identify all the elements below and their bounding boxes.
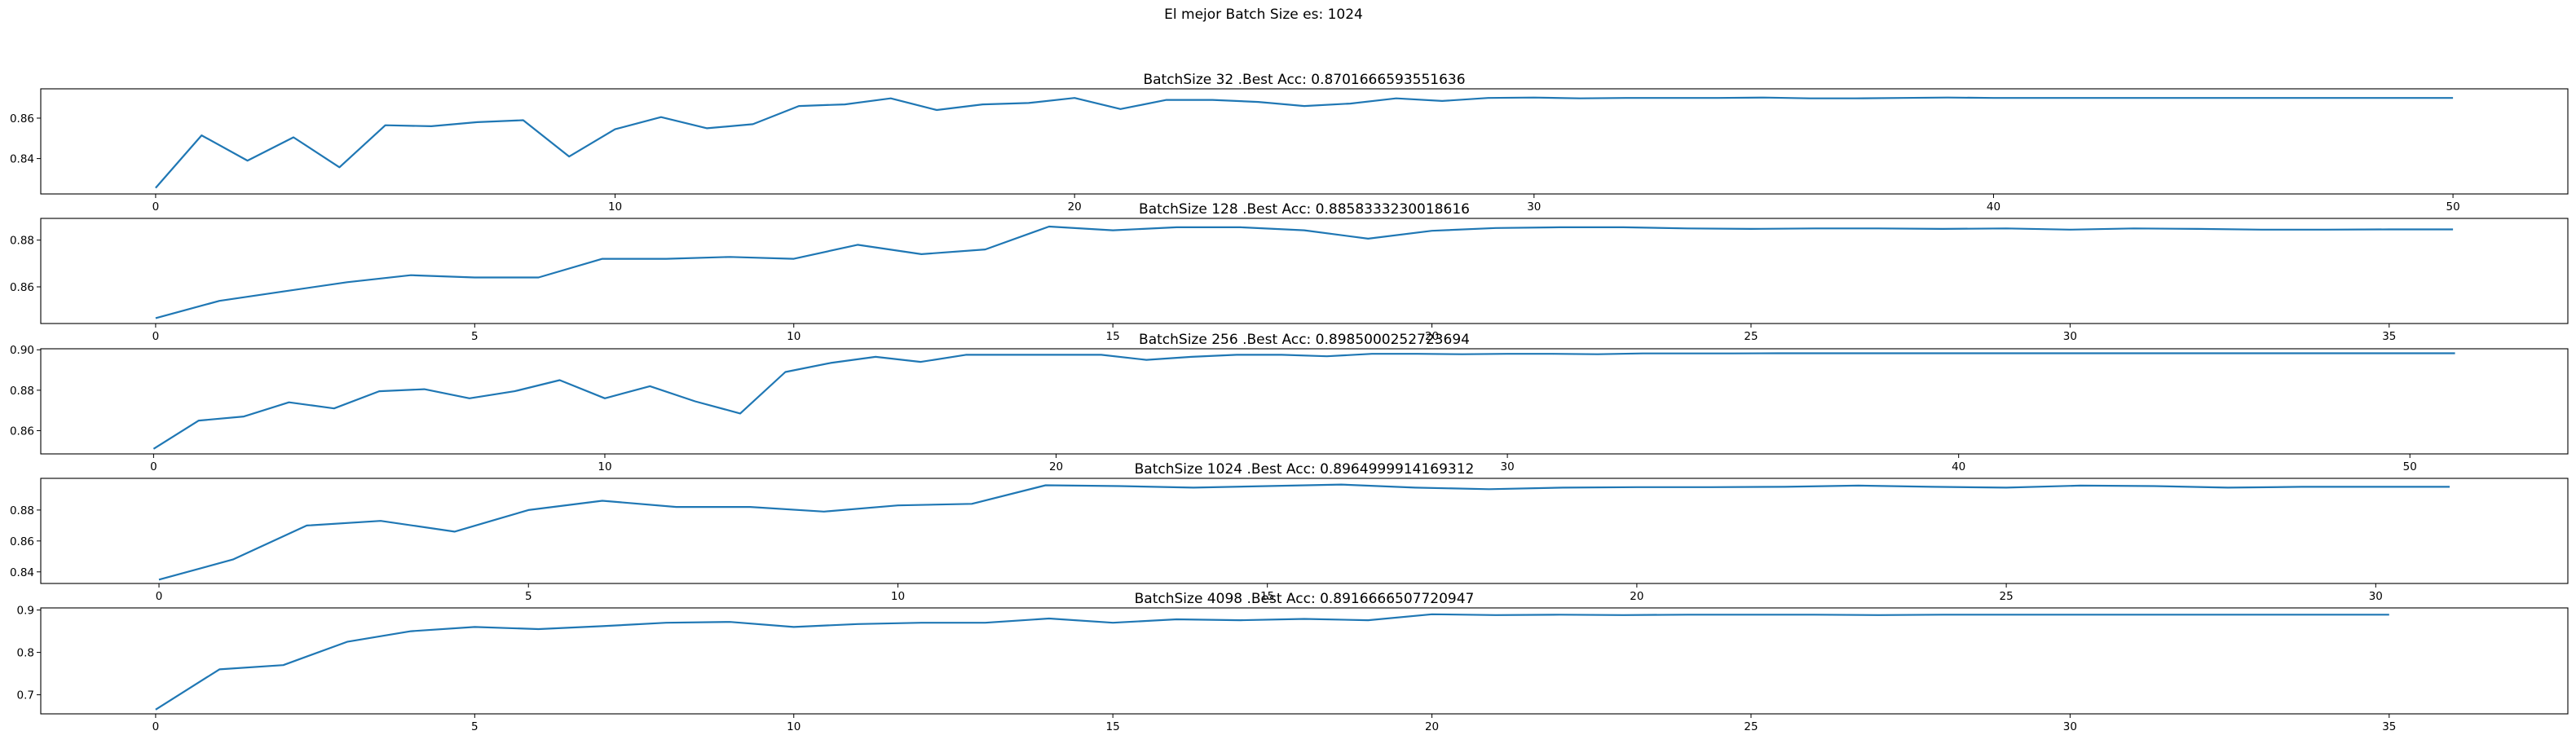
axes-frame	[40, 218, 2569, 324]
x-tick-label: 10	[608, 200, 622, 214]
x-tick-label: 15	[1106, 720, 1120, 733]
y-tick-label: 0.90	[10, 344, 34, 357]
subplot-3: BatchSize 256 .Best Acc: 0.8985000252723…	[10, 332, 2569, 473]
figure-suptitle: El mejor Batch Size es: 1024	[1164, 7, 1363, 23]
subplot-title: BatchSize 128 .Best Acc: 0.8858333230018…	[1139, 201, 1470, 218]
x-tick-label: 30	[2063, 330, 2077, 343]
axes-frame	[40, 88, 2569, 195]
x-tick-label: 25	[1744, 330, 1758, 343]
series-line	[158, 483, 2450, 581]
x-tick-label: 0	[152, 720, 160, 733]
series-line	[155, 96, 2454, 189]
x-tick-label: 0	[150, 460, 157, 473]
x-tick-label: 0	[152, 200, 160, 214]
x-tick-label: 25	[2000, 590, 2014, 603]
x-tick-label: 5	[471, 720, 479, 733]
subplot-title: BatchSize 1024 .Best Acc: 0.896499991416…	[1135, 461, 1475, 478]
y-tick-label: 0.84	[10, 153, 34, 166]
x-tick-label: 25	[1744, 720, 1758, 733]
x-tick-label: 20	[1630, 590, 1643, 603]
series-line	[155, 225, 2454, 319]
y-tick-label: 0.86	[10, 425, 34, 438]
x-tick-label: 50	[2446, 200, 2459, 214]
x-tick-label: 15	[1260, 590, 1274, 603]
axes-frame	[40, 478, 2569, 584]
subplots: BatchSize 32 .Best Acc: 0.87016665935516…	[10, 72, 2569, 733]
y-tick-label: 0.88	[10, 235, 34, 248]
x-tick-label: 5	[525, 590, 532, 603]
y-tick-label: 0.86	[10, 112, 34, 125]
x-tick-label: 35	[2382, 720, 2396, 733]
x-tick-label: 20	[1425, 330, 1439, 343]
subplot-4: BatchSize 1024 .Best Acc: 0.896499991416…	[10, 461, 2569, 603]
x-tick-label: 40	[1952, 460, 1965, 473]
y-tick-label: 0.86	[10, 535, 34, 548]
x-tick-label: 5	[471, 330, 479, 343]
axes-frame	[40, 348, 2569, 455]
x-tick-label: 30	[2369, 590, 2383, 603]
y-tick-label: 0.84	[10, 566, 34, 579]
series-line	[155, 613, 2389, 711]
y-tick-label: 0.8	[17, 647, 34, 660]
x-tick-label: 35	[2382, 330, 2396, 343]
x-tick-label: 10	[787, 330, 801, 343]
y-tick-label: 0.88	[10, 504, 34, 517]
x-tick-label: 10	[891, 590, 905, 603]
y-tick-label: 0.7	[17, 689, 34, 702]
x-tick-label: 10	[787, 720, 801, 733]
x-tick-label: 20	[1049, 460, 1063, 473]
subplot-title: BatchSize 32 .Best Acc: 0.87016665935516…	[1143, 72, 1465, 88]
x-tick-label: 50	[2403, 460, 2417, 473]
x-tick-label: 10	[598, 460, 611, 473]
x-tick-label: 0	[152, 330, 160, 343]
x-tick-label: 30	[1527, 200, 1541, 214]
y-tick-label: 0.9	[17, 605, 34, 618]
x-tick-label: 15	[1106, 330, 1120, 343]
subplot-2: BatchSize 128 .Best Acc: 0.8858333230018…	[10, 201, 2569, 343]
x-tick-label: 0	[156, 590, 163, 603]
y-tick-label: 0.86	[10, 281, 34, 294]
axes-frame	[40, 607, 2569, 715]
x-tick-label: 30	[2063, 720, 2077, 733]
x-tick-label: 30	[1501, 460, 1515, 473]
subplot-5: BatchSize 4098 .Best Acc: 0.891666650772…	[17, 591, 2569, 733]
series-line	[152, 352, 2455, 450]
subplot-1: BatchSize 32 .Best Acc: 0.87016665935516…	[10, 72, 2569, 214]
x-tick-label: 20	[1425, 720, 1439, 733]
x-tick-label: 40	[1987, 200, 2000, 214]
subplot-title: BatchSize 4098 .Best Acc: 0.891666650772…	[1135, 591, 1475, 607]
y-tick-label: 0.88	[10, 385, 34, 398]
subplot-title: BatchSize 256 .Best Acc: 0.8985000252723…	[1139, 332, 1470, 348]
x-tick-label: 20	[1068, 200, 1082, 214]
